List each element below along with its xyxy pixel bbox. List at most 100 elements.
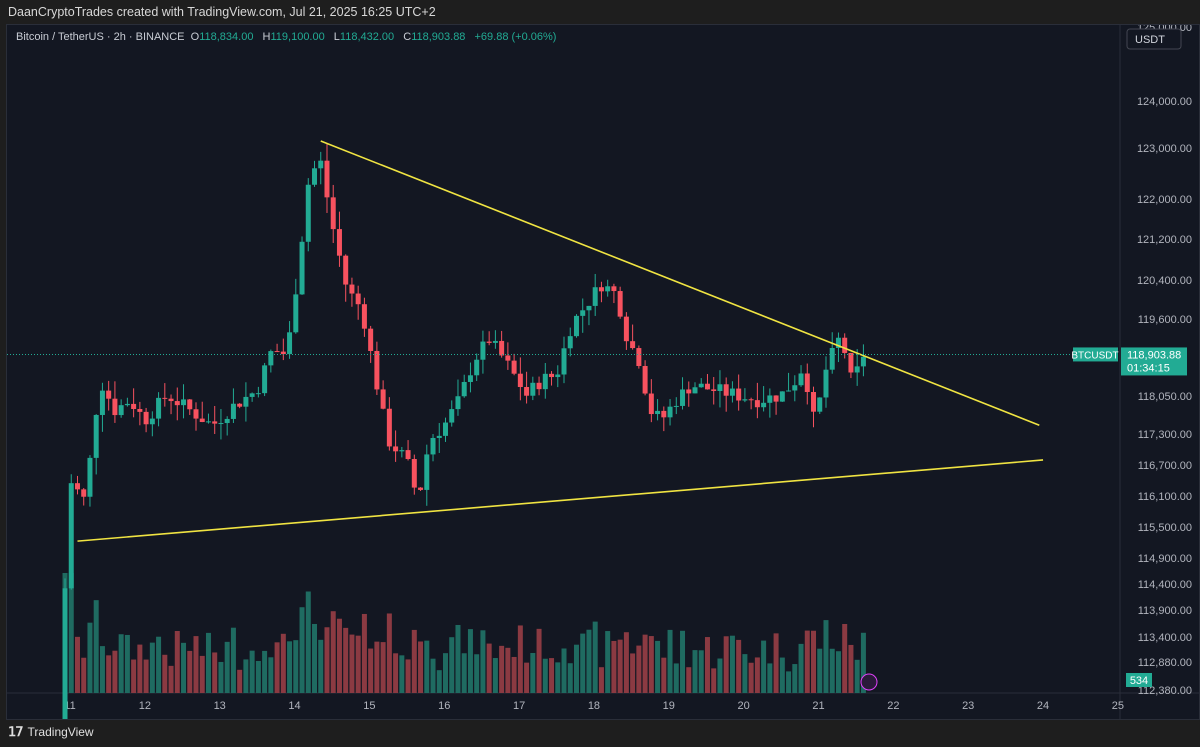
volume-bar — [442, 653, 448, 693]
volume-bar — [561, 648, 567, 693]
candle-body — [199, 418, 205, 423]
time-axis-label: 15 — [363, 700, 375, 712]
candle-body — [555, 374, 561, 378]
candle-body — [355, 293, 361, 305]
candle-body — [399, 450, 405, 452]
volume-bar — [205, 632, 211, 693]
trendline[interactable] — [320, 140, 1040, 426]
volume-bar — [212, 652, 218, 693]
candle-body — [467, 375, 473, 382]
low-label: L — [333, 31, 340, 43]
high-value: 119,100.00 — [270, 31, 325, 43]
volume-bar — [655, 640, 661, 693]
currency-label: USDT — [1135, 34, 1165, 46]
candle-body — [118, 405, 124, 416]
price-axis-label: 123,000.00 — [1137, 143, 1192, 155]
trendline[interactable] — [77, 459, 1044, 542]
candle-body — [162, 397, 168, 399]
volume-bar — [748, 662, 754, 693]
lightning-icon[interactable] — [860, 673, 878, 691]
volume-bar — [131, 659, 137, 693]
time-axis-label: 13 — [214, 700, 226, 712]
candle-body — [112, 398, 118, 416]
volume-bar — [393, 653, 399, 693]
volume-bar — [723, 636, 729, 693]
volume-bar — [555, 662, 561, 693]
volume-bar — [736, 639, 742, 693]
candle-body — [524, 387, 530, 396]
candle-body — [605, 286, 611, 292]
candle-body — [754, 400, 760, 408]
candle-body — [274, 351, 280, 353]
volume-bar — [598, 667, 604, 693]
open-value: 118,834.00 — [199, 31, 254, 43]
candle-body — [804, 373, 810, 392]
candle-body — [586, 305, 592, 311]
candle-body — [854, 366, 860, 373]
candle-body — [461, 381, 467, 397]
volume-bar — [860, 632, 866, 693]
volume-bar — [486, 643, 492, 693]
time-axis-label: 11 — [64, 700, 75, 712]
volume-bar — [480, 630, 486, 693]
volume-bar — [268, 657, 274, 693]
candle-body — [318, 160, 324, 169]
volume-bar — [642, 634, 648, 693]
volume-bar — [455, 624, 461, 693]
volume-bar — [424, 640, 430, 693]
price-axis-label: 115,500.00 — [1138, 522, 1192, 534]
candle-body — [268, 351, 274, 366]
price-axis-label: 116,700.00 — [1138, 460, 1192, 472]
volume-bar — [573, 644, 579, 693]
candle-body — [137, 408, 143, 412]
price-axis-label: 122,000.00 — [1137, 194, 1192, 206]
candle-body — [623, 316, 629, 342]
currency-button[interactable] — [1126, 28, 1182, 50]
candle-body — [262, 365, 268, 394]
candle-body — [424, 454, 430, 490]
candle-body — [455, 396, 461, 410]
candle-body — [124, 403, 130, 406]
candle-body — [542, 373, 548, 390]
volume-bar — [324, 627, 330, 693]
candle-body — [74, 483, 80, 490]
candle-body — [842, 337, 848, 353]
candle-body — [823, 369, 829, 398]
volume-bar — [611, 640, 617, 693]
volume-bar — [81, 657, 87, 693]
volume-bar — [430, 658, 436, 693]
volume-bar — [87, 622, 93, 693]
price-axis-label: 119,600.00 — [1138, 314, 1192, 326]
candle-body — [293, 294, 299, 333]
volume-bar — [74, 636, 80, 693]
volume-bar — [411, 629, 417, 693]
candle-body — [436, 435, 442, 438]
volume-bar — [680, 630, 686, 693]
volume-bar — [567, 663, 573, 693]
volume-bar — [280, 633, 286, 693]
price-axis-label: 121,200.00 — [1137, 234, 1192, 246]
volume-bar — [99, 646, 105, 693]
candle-body — [549, 373, 555, 378]
candle-body — [698, 383, 704, 388]
volume-bar — [467, 629, 473, 693]
candle-body — [224, 418, 230, 424]
candle-body — [480, 341, 486, 360]
candle-body — [692, 387, 698, 394]
time-axis-label: 14 — [288, 700, 300, 712]
candle-body — [324, 160, 330, 198]
volume-bar — [636, 645, 642, 693]
volume-bar — [174, 631, 180, 693]
price-chart[interactable]: 125,000.00124,000.00123,000.00122,000.00… — [7, 25, 1199, 719]
volume-bar — [224, 641, 230, 693]
candle-body — [636, 348, 642, 367]
candle-body — [143, 411, 149, 425]
chart-pane[interactable]: 125,000.00124,000.00123,000.00122,000.00… — [6, 24, 1200, 720]
candle-body — [156, 397, 162, 419]
volume-bar — [817, 648, 823, 693]
price-axis-label: 112,380.00 — [1138, 685, 1192, 697]
volume-bar — [330, 611, 336, 693]
volume-bar — [156, 636, 162, 693]
candle-body — [312, 168, 318, 185]
volume-bar — [617, 639, 623, 693]
